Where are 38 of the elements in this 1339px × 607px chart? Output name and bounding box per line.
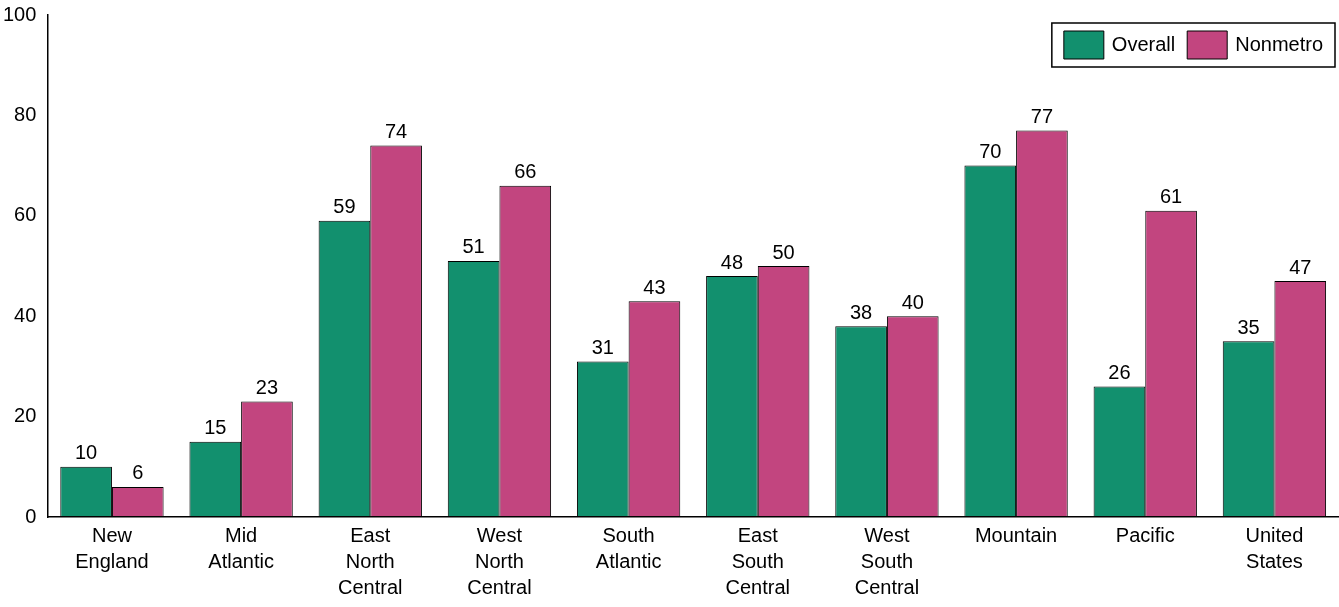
y-tick-label: 20 xyxy=(14,404,37,427)
data-label: 51 xyxy=(462,235,485,258)
data-label: 40 xyxy=(901,290,924,313)
data-label: 26 xyxy=(1108,361,1131,383)
data-label: 48 xyxy=(720,250,744,273)
x-tick-label: West South Central xyxy=(854,523,920,598)
data-label: 47 xyxy=(1289,255,1312,278)
x-tick-label: East North Central xyxy=(338,523,403,598)
y-tick-label: 100 xyxy=(2,2,37,25)
data-label: 15 xyxy=(204,416,227,439)
y-tick-label: 80 xyxy=(14,102,37,125)
y-tick-label: 40 xyxy=(14,303,37,326)
data-label: 10 xyxy=(74,441,98,464)
y-tick-label: 0 xyxy=(25,504,37,527)
data-label: 35 xyxy=(1237,315,1260,338)
legend-label: Nonmetro xyxy=(1235,32,1323,55)
y-tick-label: 60 xyxy=(14,203,37,226)
data-label: 77 xyxy=(1030,104,1054,127)
data-label: 23 xyxy=(255,376,279,399)
x-tick-label: New England xyxy=(75,523,149,572)
data-label: 61 xyxy=(1159,185,1183,208)
data-label: 38 xyxy=(849,300,873,323)
x-tick-label: Pacific xyxy=(1115,523,1175,546)
legend-label: Overall xyxy=(1111,32,1176,55)
data-label: 74 xyxy=(384,120,408,143)
x-tick-label: United States xyxy=(1245,523,1304,572)
x-tick-label: Mountain xyxy=(974,523,1058,546)
data-label: 31 xyxy=(591,335,614,358)
x-tick-label: East South Central xyxy=(725,523,791,598)
data-label: 59 xyxy=(333,195,356,218)
data-label: 6 xyxy=(132,461,144,484)
x-tick-label: South Atlantic xyxy=(595,523,662,572)
data-label: 66 xyxy=(514,160,537,183)
x-tick-label: Mid Atlantic xyxy=(208,523,274,572)
x-tick-label: West North Central xyxy=(467,523,532,598)
data-label: 43 xyxy=(643,275,666,298)
data-label: 50 xyxy=(772,240,795,263)
data-label: 70 xyxy=(979,140,1002,163)
